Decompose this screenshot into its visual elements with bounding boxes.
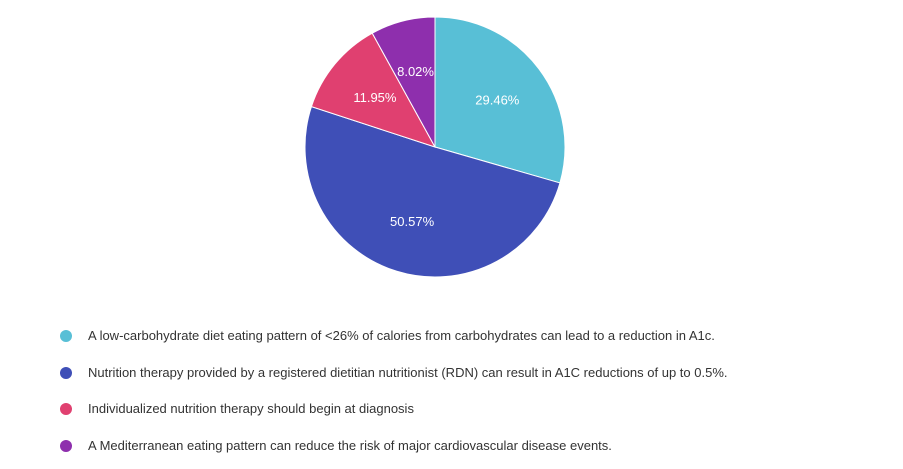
legend-marker-icon	[60, 330, 72, 342]
legend-item[interactable]: A Mediterranean eating pattern can reduc…	[60, 433, 728, 469]
legend-label: A low-carbohydrate diet eating pattern o…	[88, 323, 715, 349]
legend-marker-icon	[60, 403, 72, 415]
slice-data-label: 50.57%	[390, 214, 435, 229]
slice-data-label: 29.46%	[475, 93, 520, 108]
legend-item[interactable]: Nutrition therapy provided by a register…	[60, 360, 728, 397]
slice-data-label: 11.95%	[353, 90, 397, 105]
legend-marker-icon	[60, 440, 72, 452]
chart-legend: A low-carbohydrate diet eating pattern o…	[60, 323, 728, 469]
legend-marker-icon	[60, 367, 72, 379]
legend-label: Individualized nutrition therapy should …	[88, 396, 414, 422]
legend-item[interactable]: A low-carbohydrate diet eating pattern o…	[60, 323, 728, 360]
slice-data-label: 8.02%	[397, 64, 434, 79]
legend-item[interactable]: Individualized nutrition therapy should …	[60, 396, 728, 433]
legend-label: A Mediterranean eating pattern can reduc…	[88, 433, 612, 459]
legend-label: Nutrition therapy provided by a register…	[88, 360, 728, 386]
